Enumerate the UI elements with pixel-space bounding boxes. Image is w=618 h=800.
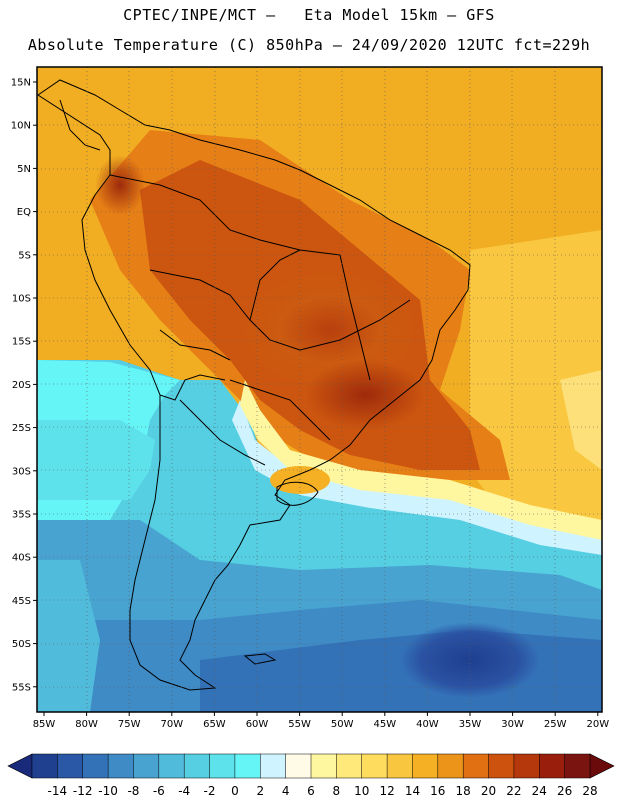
colorbar-label: -14 xyxy=(48,784,68,798)
lon-label: 25W xyxy=(544,719,567,730)
lon-label: 35W xyxy=(459,719,482,730)
colorbar-right-cap xyxy=(589,753,615,779)
latitude-labels: 15N 10N 5N EQ 5S 10S 15S 20S 25S 30S 35S 40S 45S 50S 5… xyxy=(11,78,37,693)
lat-label: 55S xyxy=(12,682,31,693)
colorbar-swatch xyxy=(462,753,490,779)
colorbar-swatch xyxy=(336,753,363,779)
colorbar-swatch xyxy=(57,753,84,779)
colorbar-label: 6 xyxy=(307,784,315,798)
colorbar-swatch xyxy=(361,753,388,779)
temperature-field xyxy=(37,67,602,712)
lon-label: 65W xyxy=(203,719,226,730)
lat-label: 5N xyxy=(17,164,31,175)
colorbar-swatch xyxy=(539,753,566,779)
colorbar-swatch xyxy=(107,753,135,779)
colorbar-swatch xyxy=(564,753,591,779)
colorbar-label: 8 xyxy=(333,784,341,798)
lat-label: 50S xyxy=(12,639,31,650)
colorbar-label: -10 xyxy=(98,784,118,798)
colorbar-swatch xyxy=(158,753,185,779)
colorbar-label: 10 xyxy=(354,784,369,798)
lat-label: 25S xyxy=(12,423,31,434)
colorbar-swatch xyxy=(209,753,236,779)
colorbar-label: 0 xyxy=(231,784,239,798)
lat-label: 10S xyxy=(12,294,31,305)
lon-label: 60W xyxy=(246,719,269,730)
colorbar-swatch xyxy=(260,753,287,779)
lat-label: 10N xyxy=(11,121,31,132)
colorbar-label: -8 xyxy=(127,784,139,798)
longitude-labels: 85W 80W 75W 70W 65W 60W 55W 50W 45W 40W 35W 30W 25W 2… xyxy=(33,712,609,730)
lon-label: 40W xyxy=(416,719,439,730)
colorbar-label: -2 xyxy=(204,784,216,798)
colorbar-label: 22 xyxy=(506,784,521,798)
colorbar-label: -12 xyxy=(73,784,93,798)
lat-label: 20S xyxy=(12,380,31,391)
lat-label: 40S xyxy=(12,553,31,564)
colorbar-label: 24 xyxy=(532,784,547,798)
lat-label: EQ xyxy=(17,207,31,218)
lon-label: 85W xyxy=(33,719,56,730)
colorbar-swatch xyxy=(82,753,109,779)
colorbar-labels: -14 -12 -10 -8 -6 -4 -2 0 2 4 6 8 10 12 14 16 18 20 22 24 26… xyxy=(48,784,598,798)
colorbar-label: 20 xyxy=(481,784,496,798)
map-frame xyxy=(36,66,603,713)
lon-label: 20W xyxy=(586,719,609,730)
lon-label: 70W xyxy=(160,719,183,730)
title-line-2: Absolute Temperature (C) 850hPa – 24/09/… xyxy=(27,36,591,54)
colorbar-swatch xyxy=(234,753,261,779)
lat-label: 45S xyxy=(12,596,31,607)
lat-label: 15S xyxy=(12,337,31,348)
colorbar-swatch xyxy=(31,753,58,779)
lat-label: 30S xyxy=(12,466,31,477)
colorbar-label: 4 xyxy=(282,784,290,798)
colorbar-swatch xyxy=(488,753,515,779)
lat-label: 5S xyxy=(18,250,31,261)
colorbar-label: 2 xyxy=(256,784,264,798)
colorbar-label: 28 xyxy=(582,784,597,798)
coastline xyxy=(37,79,471,691)
colorbar-swatch xyxy=(310,753,337,779)
colorbar-swatch xyxy=(133,753,160,779)
lon-label: 75W xyxy=(118,719,141,730)
colorbar-label: 26 xyxy=(557,784,572,798)
colorbar-label: 16 xyxy=(430,784,445,798)
lon-label: 80W xyxy=(75,719,98,730)
lat-label: 35S xyxy=(12,510,31,521)
lat-label: 15N xyxy=(11,78,31,89)
lon-label: 55W xyxy=(288,719,311,730)
colorbar-label: 12 xyxy=(379,784,394,798)
colorbar-label: -6 xyxy=(153,784,165,798)
title-line-1: CPTEC/INPE/MCT – Eta Model 15km – GFS xyxy=(123,6,495,24)
colorbar-label: -4 xyxy=(178,784,190,798)
colorbar-left-cap xyxy=(7,753,33,779)
colorbar-swatch xyxy=(386,753,414,779)
colorbar-label: 18 xyxy=(456,784,471,798)
lon-label: 30W xyxy=(501,719,524,730)
colorbar-swatch xyxy=(412,753,439,779)
colorbar xyxy=(7,753,615,779)
colorbar-swatch xyxy=(285,753,312,779)
colorbar-swatch xyxy=(513,753,540,779)
colorbar-swatch xyxy=(183,753,211,779)
colorbar-label: 14 xyxy=(405,784,420,798)
lon-label: 50W xyxy=(331,719,354,730)
lon-label: 45W xyxy=(373,719,396,730)
colorbar-swatch xyxy=(437,753,464,779)
